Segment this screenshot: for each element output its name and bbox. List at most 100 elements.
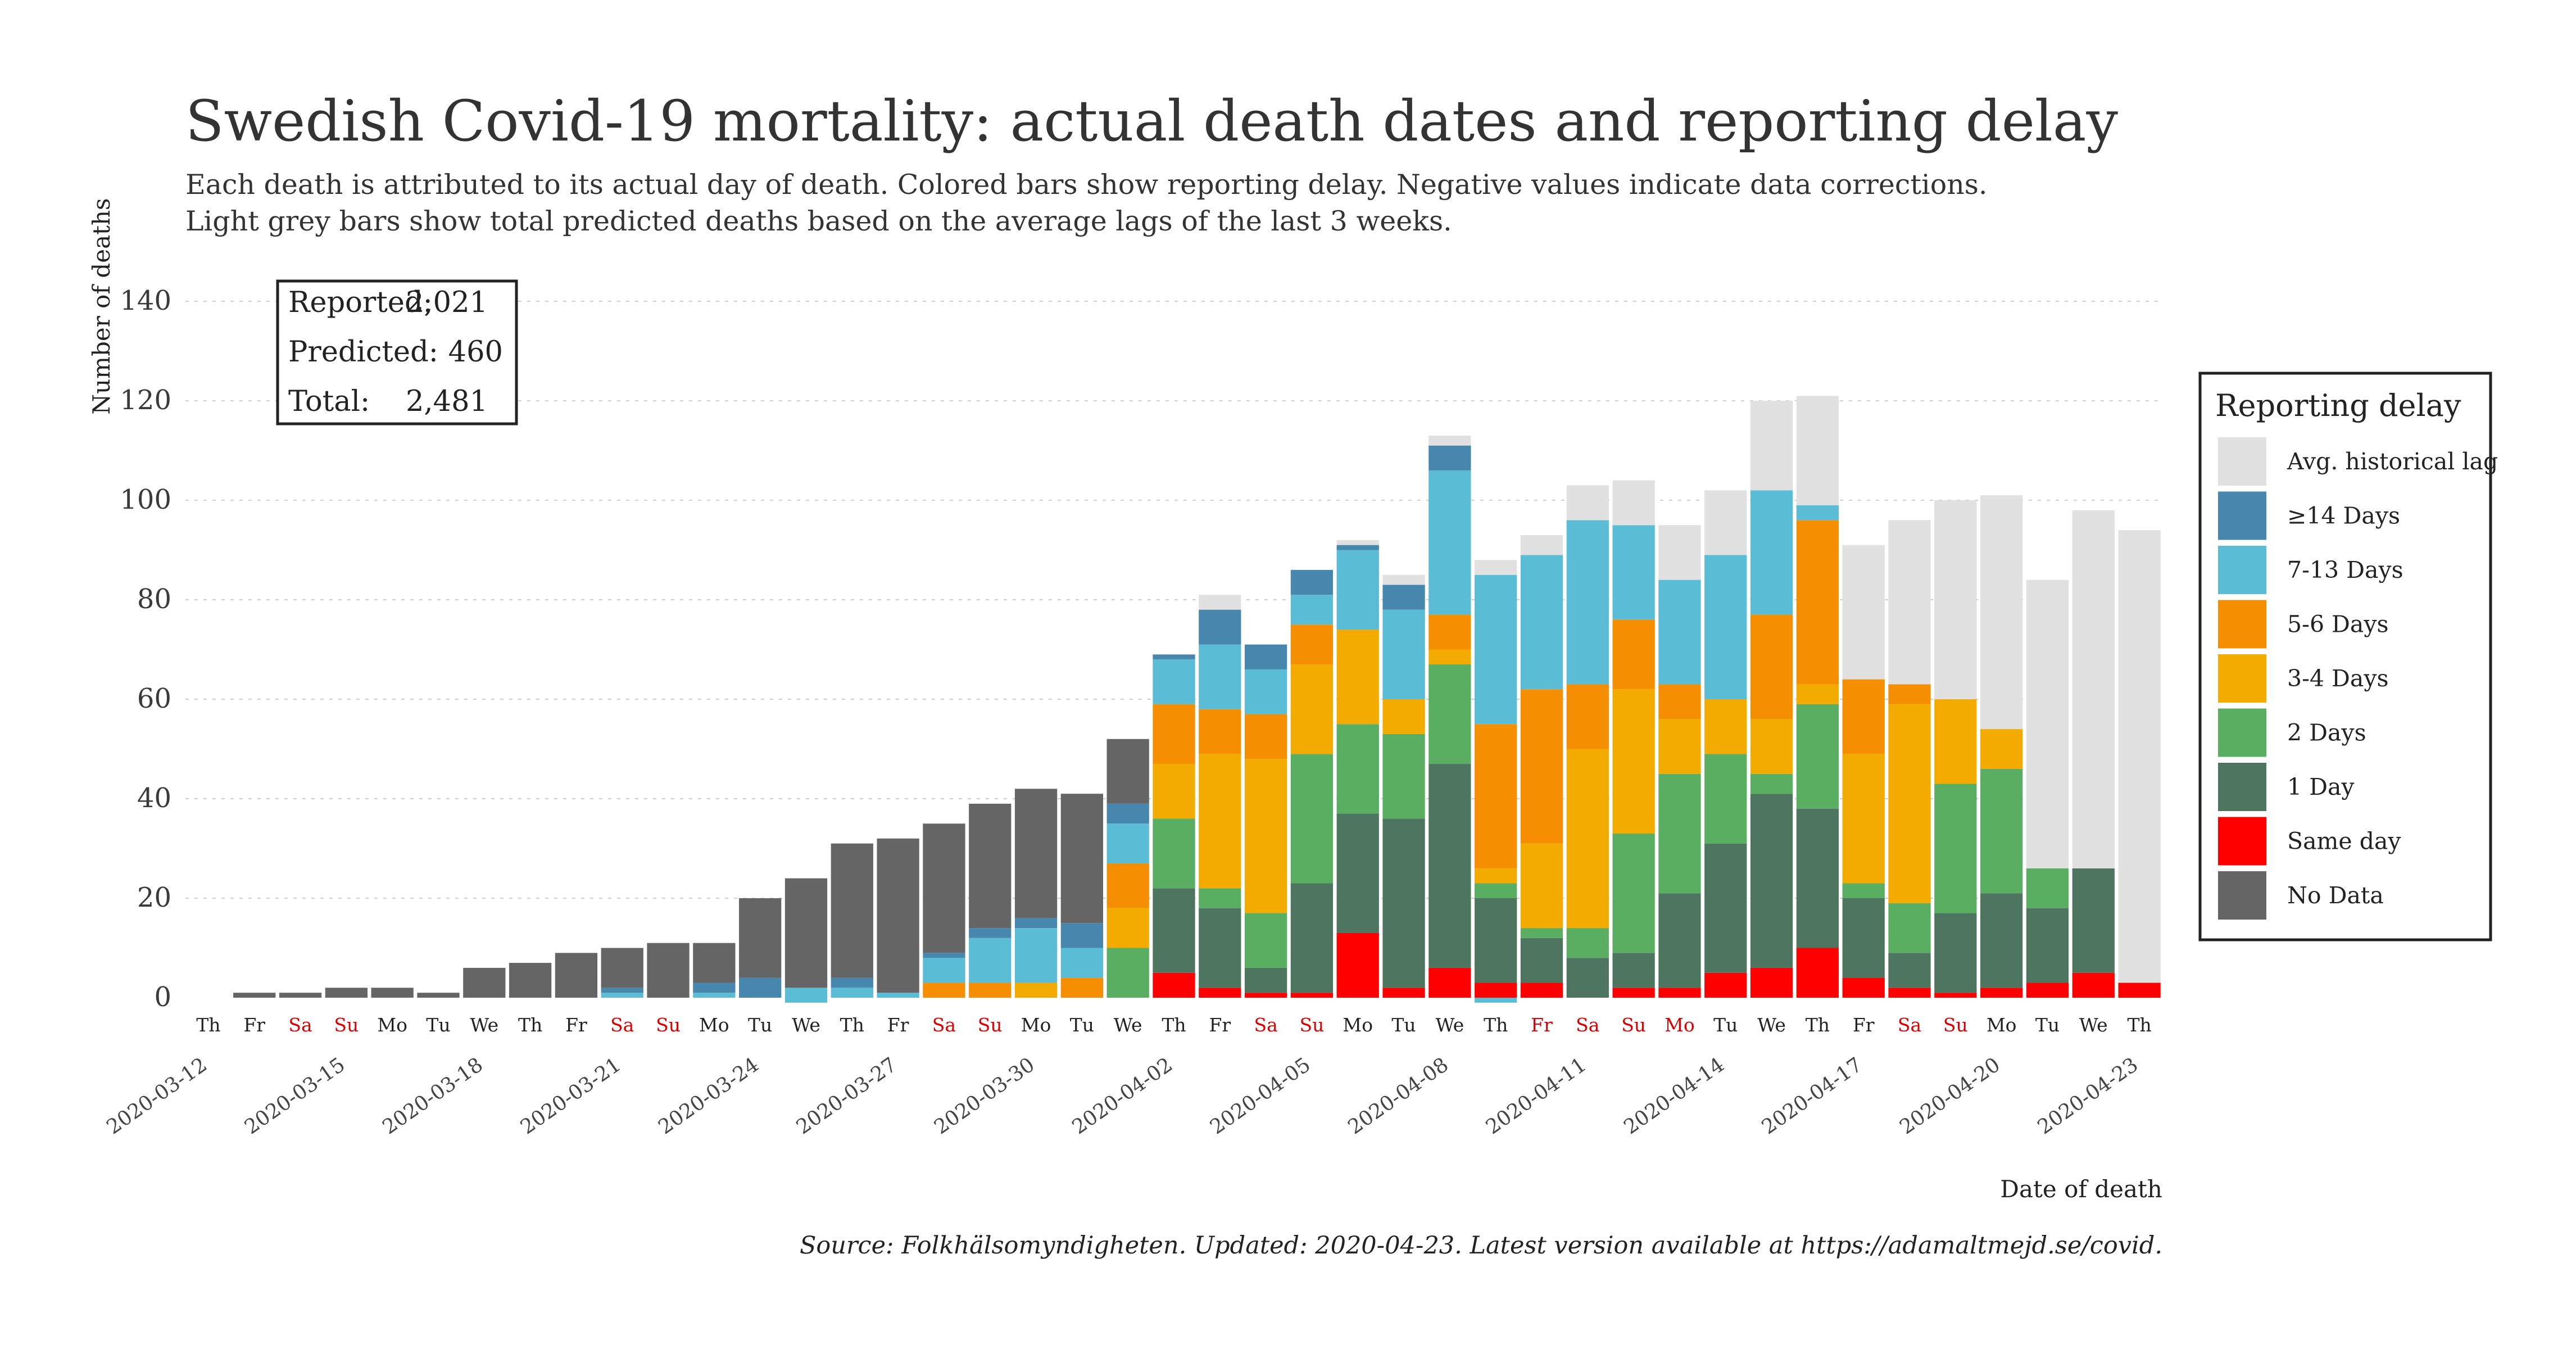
- bar-2-days: [1244, 913, 1287, 968]
- bar-2-days: [1750, 773, 1793, 794]
- bar-7-13-days: [831, 988, 873, 998]
- bar-2-days: [1199, 888, 1241, 908]
- bar-3-4-days: [1290, 664, 1334, 754]
- day-label: Mo: [1343, 1014, 1373, 1036]
- bar-5-6-days: [1750, 614, 1793, 719]
- bar-2-days: [1336, 724, 1379, 814]
- day-label: Su: [334, 1014, 359, 1036]
- bar-3-4-days: [1704, 699, 1747, 754]
- date-tick-label: 2020-04-17: [1758, 1053, 1867, 1139]
- day-label: Sa: [1898, 1014, 1921, 1036]
- bar-no-data: [1060, 794, 1104, 924]
- bar-same-day: [1475, 983, 1517, 998]
- bar-2-days: [1382, 734, 1425, 819]
- legend-swatch: [2218, 763, 2266, 811]
- day-label: Fr: [1209, 1014, 1231, 1036]
- day-label: Th: [2127, 1014, 2151, 1036]
- y-tick-label: 120: [120, 384, 171, 416]
- date-tick-label: 2020-03-15: [241, 1053, 350, 1139]
- day-label: Mo: [699, 1014, 729, 1036]
- y-tick-label: 20: [137, 882, 171, 913]
- bar-5-6-days: [1153, 704, 1195, 764]
- bar-5-6-days: [1888, 684, 1931, 704]
- bar-no-data: [509, 963, 552, 998]
- day-label: We: [1757, 1014, 1786, 1036]
- bar-14-days: [1382, 585, 1425, 610]
- legend-title: Reporting delay: [2215, 388, 2461, 423]
- bar-7-13-days: [1199, 644, 1241, 709]
- legend-swatch: [2218, 871, 2266, 920]
- bar-7-13-days: [1014, 928, 1058, 983]
- bar-no-data: [693, 943, 736, 983]
- date-tick-label: 2020-04-14: [1620, 1053, 1729, 1139]
- bar-3-4-days: [1520, 843, 1563, 929]
- bar-2-days: [1980, 768, 2023, 894]
- bar-14-days: [1244, 644, 1287, 669]
- bar-3-4-days: [1842, 754, 1885, 884]
- legend-swatch: [2218, 708, 2266, 757]
- bar-no-data: [601, 948, 643, 988]
- date-tick-label: 2020-04-11: [1482, 1053, 1591, 1139]
- y-tick-label: 80: [137, 583, 171, 615]
- bar-same-day: [1612, 988, 1655, 998]
- bar-7-13-days: [1428, 470, 1471, 615]
- bar-2-days: [1888, 903, 1931, 953]
- bar-1-day: [1199, 908, 1241, 988]
- day-label: Th: [840, 1014, 864, 1036]
- bar-1-day: [1382, 818, 1425, 988]
- day-label: Tu: [748, 1014, 772, 1036]
- bar-same-day: [1199, 988, 1241, 998]
- bar-avg-historical-lag: [1566, 485, 1609, 520]
- bar-no-data: [371, 988, 414, 998]
- day-label: Sa: [932, 1014, 956, 1036]
- day-label: Fr: [243, 1014, 265, 1036]
- bar-5-6-days: [1612, 619, 1655, 690]
- legend-label: 3-4 Days: [2287, 665, 2389, 692]
- legend-label: No Data: [2287, 882, 2384, 909]
- bar-7-13-days: [1520, 555, 1563, 690]
- bar-avg-historical-lag: [1475, 560, 1517, 575]
- bar-2-days: [1796, 704, 1839, 809]
- bar-no-data: [325, 988, 368, 998]
- bar-3-4-days: [1153, 764, 1195, 819]
- summary-predicted-value: 460: [448, 336, 503, 369]
- bar-14-days: [1153, 654, 1195, 660]
- bar-no-data: [784, 878, 828, 988]
- bar-5-6-days: [969, 983, 1012, 998]
- bar-1-day: [1842, 898, 1885, 978]
- bar-5-6-days: [1428, 614, 1471, 650]
- bar-7-13-days: [693, 993, 736, 998]
- legend-swatch: [2218, 437, 2266, 486]
- bar-5-6-days: [1290, 624, 1334, 665]
- bar-same-day: [1244, 993, 1287, 998]
- day-label: Tu: [1391, 1014, 1416, 1036]
- source-caption: Source: Folkhälsomyndigheten. Updated: 2…: [800, 1232, 2162, 1260]
- y-tick-label: 100: [120, 484, 171, 515]
- bar-2-days: [1153, 818, 1195, 889]
- bar-no-data: [877, 838, 919, 993]
- day-label: Tu: [1070, 1014, 1094, 1036]
- day-label: Fr: [887, 1014, 909, 1036]
- bar-avg-historical-lag: [1796, 396, 1839, 505]
- legend: Reporting delay Avg. historical lag ≥14 D…: [2198, 372, 2498, 941]
- bar-avg-historical-lag: [2026, 580, 2069, 868]
- bar-14-days: [1336, 545, 1379, 550]
- bar-same-day: [1658, 988, 1701, 998]
- bar-same-day: [1934, 993, 1977, 998]
- day-label: We: [1436, 1014, 1464, 1036]
- bar-3-4-days: [1750, 719, 1793, 774]
- bar-same-day: [1153, 972, 1195, 998]
- bar-negative-correction: [784, 998, 828, 1003]
- bar-2-days: [1475, 883, 1517, 898]
- bar-14-days: [831, 977, 873, 988]
- bar-avg-historical-lag: [1336, 540, 1379, 545]
- day-label: Tu: [426, 1014, 450, 1036]
- bar-7-13-days: [1612, 525, 1655, 620]
- bar-14-days: [923, 953, 965, 958]
- day-label: Tu: [2035, 1014, 2060, 1036]
- date-tick-label: 2020-03-30: [930, 1053, 1039, 1139]
- bar-no-data: [923, 823, 965, 953]
- chart-subtitle-line-1: Each death is attributed to its actual d…: [185, 169, 1988, 201]
- bar-1-day: [1520, 938, 1563, 983]
- chart-title: Swedish Covid-19 mortality: actual death…: [185, 88, 2118, 154]
